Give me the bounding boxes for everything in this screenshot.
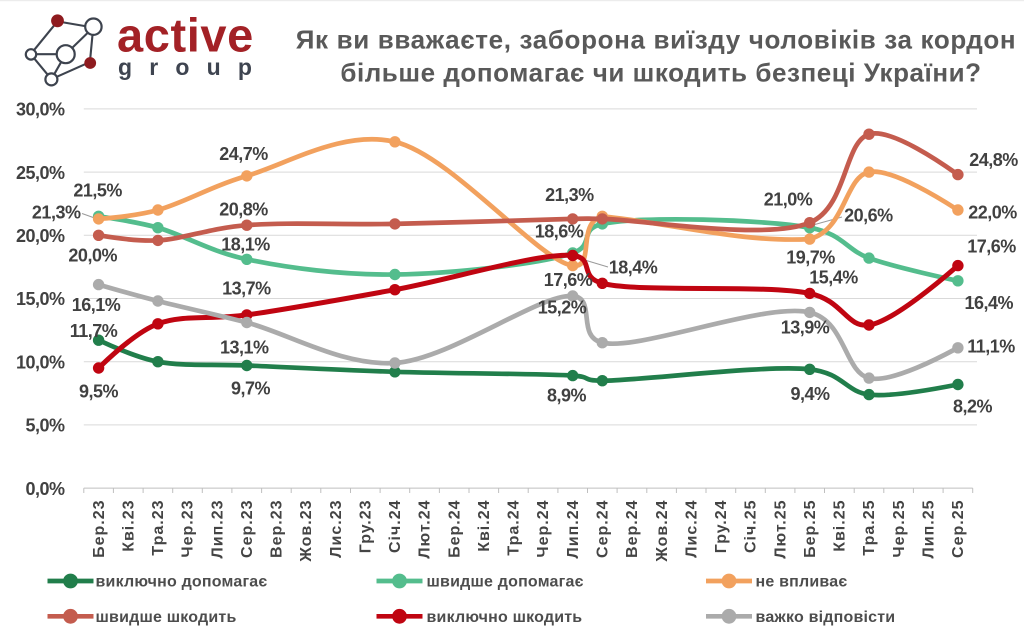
svg-text:15,2%: 15,2% <box>538 298 587 318</box>
svg-text:active: active <box>117 9 254 62</box>
svg-text:13,9%: 13,9% <box>781 318 830 338</box>
svg-text:20,0%: 20,0% <box>68 246 117 266</box>
svg-text:важко відповісти: важко відповісти <box>756 609 896 626</box>
svg-text:Чер.23: Чер.23 <box>180 500 197 558</box>
svg-text:16,1%: 16,1% <box>72 295 121 315</box>
svg-text:8,2%: 8,2% <box>953 397 993 417</box>
svg-text:13,1%: 13,1% <box>220 338 269 358</box>
svg-text:Гру.24: Гру.24 <box>713 500 730 554</box>
svg-text:0,0%: 0,0% <box>25 479 65 499</box>
svg-text:швидше допомагає: швидше допомагає <box>427 574 584 591</box>
svg-text:Сер.23: Сер.23 <box>239 500 256 558</box>
svg-text:30,0%: 30,0% <box>16 100 65 120</box>
svg-text:21,3%: 21,3% <box>32 203 81 223</box>
svg-text:17,6%: 17,6% <box>967 237 1016 257</box>
svg-text:Лип.23: Лип.23 <box>209 500 226 559</box>
svg-text:Тра.25: Тра.25 <box>861 500 878 556</box>
svg-text:11,1%: 11,1% <box>967 337 1015 357</box>
svg-text:24,7%: 24,7% <box>219 144 268 164</box>
svg-text:25,0%: 25,0% <box>16 163 65 183</box>
svg-text:не впливає: не впливає <box>756 574 848 591</box>
svg-text:9,5%: 9,5% <box>79 382 119 402</box>
svg-text:20,8%: 20,8% <box>219 200 268 220</box>
svg-text:18,6%: 18,6% <box>535 222 584 242</box>
svg-text:18,4%: 18,4% <box>609 257 658 277</box>
svg-text:Кві.25: Кві.25 <box>832 500 849 552</box>
svg-text:8,9%: 8,9% <box>547 386 587 406</box>
svg-text:Лип.24: Лип.24 <box>565 500 582 559</box>
svg-text:9,7%: 9,7% <box>231 379 271 399</box>
svg-text:Чер.24: Чер.24 <box>535 500 552 558</box>
svg-text:15,0%: 15,0% <box>16 289 65 309</box>
svg-text:Гру.23: Гру.23 <box>358 500 375 554</box>
svg-text:Лют.24: Лют.24 <box>417 500 434 559</box>
svg-text:більше допомагає чи шкодить бе: більше допомагає чи шкодить безпеці Укра… <box>340 58 981 88</box>
svg-text:24,8%: 24,8% <box>969 150 1018 170</box>
svg-text:10,0%: 10,0% <box>16 352 65 372</box>
svg-text:Чер.25: Чер.25 <box>891 500 908 558</box>
svg-text:Тра.23: Тра.23 <box>150 500 167 556</box>
svg-text:5,0%: 5,0% <box>25 416 65 436</box>
svg-text:Сер.24: Сер.24 <box>595 500 612 558</box>
svg-text:Кві.23: Кві.23 <box>120 500 137 552</box>
svg-text:19,7%: 19,7% <box>786 248 835 268</box>
svg-text:виключно допомагає: виключно допомагає <box>96 574 268 591</box>
svg-text:20,6%: 20,6% <box>844 206 893 226</box>
svg-text:Вер.24: Вер.24 <box>624 500 641 558</box>
svg-text:15,4%: 15,4% <box>809 268 858 288</box>
svg-text:Бер.25: Бер.25 <box>802 500 819 558</box>
svg-text:Січ.24: Січ.24 <box>387 500 404 554</box>
svg-text:11,7%: 11,7% <box>70 321 118 341</box>
svg-text:Кві.24: Кві.24 <box>476 500 493 552</box>
svg-text:22,0%: 22,0% <box>968 203 1017 223</box>
svg-text:group: group <box>118 54 269 80</box>
svg-text:Січ.25: Січ.25 <box>743 500 760 554</box>
svg-text:Лис.23: Лис.23 <box>328 500 345 558</box>
svg-text:Лис.24: Лис.24 <box>683 500 700 558</box>
svg-text:Жов.23: Жов.23 <box>298 500 315 563</box>
svg-text:21,0%: 21,0% <box>764 190 813 210</box>
svg-text:Бер.23: Бер.23 <box>91 500 108 558</box>
svg-text:18,1%: 18,1% <box>221 235 270 255</box>
svg-text:Бер.24: Бер.24 <box>446 500 463 558</box>
svg-text:Жов.24: Жов.24 <box>654 500 671 563</box>
svg-text:швидше шкодить: швидше шкодить <box>96 609 237 626</box>
svg-text:20,0%: 20,0% <box>16 226 65 246</box>
svg-text:Як ви вважаєте, заборона виїзд: Як ви вважаєте, заборона виїзду чоловікі… <box>296 24 1017 54</box>
svg-text:16,4%: 16,4% <box>965 293 1014 313</box>
svg-text:13,7%: 13,7% <box>222 278 271 298</box>
svg-text:виключно шкодить: виключно шкодить <box>427 609 583 626</box>
svg-text:Вер.23: Вер.23 <box>269 500 286 558</box>
svg-text:17,6%: 17,6% <box>544 270 593 290</box>
svg-text:21,3%: 21,3% <box>545 185 594 205</box>
svg-text:Тра.24: Тра.24 <box>506 500 523 556</box>
svg-text:Лип.25: Лип.25 <box>920 500 937 559</box>
svg-text:Сер.25: Сер.25 <box>950 500 967 558</box>
svg-text:21,5%: 21,5% <box>73 181 122 201</box>
svg-text:Лют.25: Лют.25 <box>772 500 789 559</box>
svg-text:9,4%: 9,4% <box>790 384 830 404</box>
